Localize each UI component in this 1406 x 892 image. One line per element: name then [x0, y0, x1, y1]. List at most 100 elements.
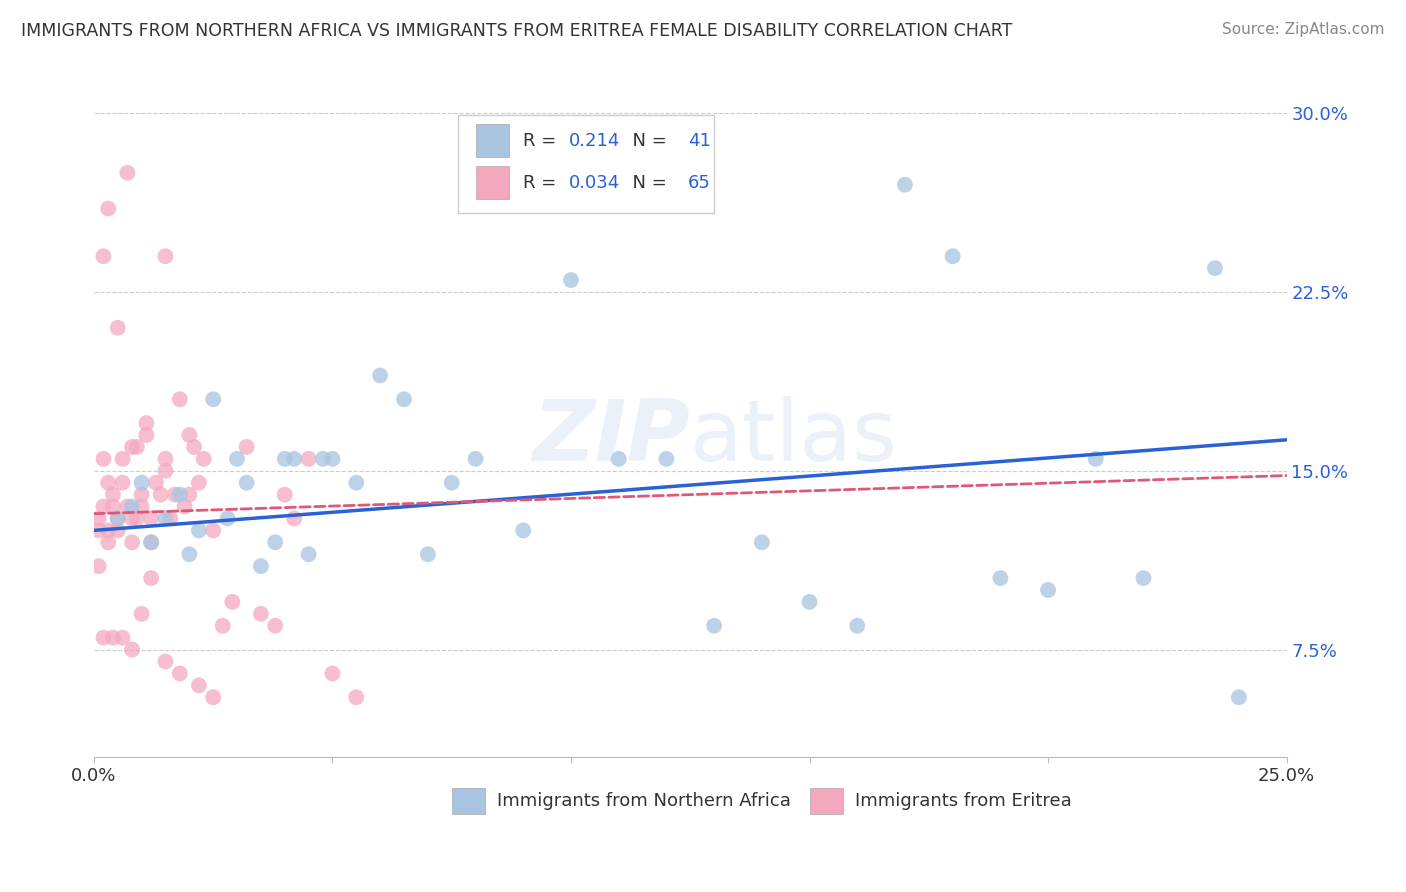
Point [125, 440, 148, 454]
Point [202, 524, 225, 538]
Text: atlas: atlas [690, 396, 898, 479]
Point [297, 547, 319, 561]
Point [703, 619, 725, 633]
Point [183, 440, 205, 454]
Point [235, 440, 257, 454]
Point [121, 642, 143, 657]
Point [179, 488, 201, 502]
Point [131, 500, 153, 514]
Point [93, 451, 115, 466]
Point [250, 559, 273, 574]
Point [283, 511, 305, 525]
Point [344, 690, 367, 705]
Point [97, 524, 120, 538]
Text: 65: 65 [688, 174, 711, 192]
Point [169, 666, 191, 681]
Point [87, 511, 110, 525]
Point [221, 595, 243, 609]
Point [312, 451, 335, 466]
Point [141, 535, 163, 549]
FancyBboxPatch shape [458, 115, 714, 213]
Point [111, 631, 134, 645]
Point [93, 631, 115, 645]
Point [217, 511, 239, 525]
Point [135, 428, 157, 442]
Point [173, 500, 195, 514]
Point [392, 392, 415, 407]
Point [274, 451, 297, 466]
Point [135, 416, 157, 430]
Text: N =: N = [621, 174, 672, 192]
Point [125, 511, 148, 525]
Text: Immigrants from Northern Africa: Immigrants from Northern Africa [498, 792, 792, 810]
Point [111, 451, 134, 466]
Point [560, 273, 582, 287]
Point [131, 607, 153, 621]
Point [211, 619, 233, 633]
Point [155, 464, 177, 478]
Point [169, 392, 191, 407]
Text: R =: R = [523, 132, 562, 150]
Point [107, 524, 129, 538]
Point [117, 166, 139, 180]
Bar [475, 124, 509, 157]
Point [159, 511, 181, 525]
Text: IMMIGRANTS FROM NORTHERN AFRICA VS IMMIGRANTS FROM ERITREA FEMALE DISABILITY COR: IMMIGRANTS FROM NORTHERN AFRICA VS IMMIG… [21, 22, 1012, 40]
Point [368, 368, 391, 383]
Point [155, 511, 177, 525]
Point [321, 451, 343, 466]
Point [751, 535, 773, 549]
Point [107, 511, 129, 525]
Point [1227, 690, 1250, 705]
Text: 0.034: 0.034 [568, 174, 620, 192]
Point [87, 559, 110, 574]
Point [121, 535, 143, 549]
Point [149, 488, 172, 502]
Point [101, 631, 124, 645]
Point [799, 595, 821, 609]
Point [97, 202, 120, 216]
Bar [451, 789, 485, 814]
Point [131, 475, 153, 490]
Point [464, 451, 486, 466]
Text: ZIP: ZIP [533, 396, 690, 479]
Text: 41: 41 [688, 132, 711, 150]
Point [141, 571, 163, 585]
Point [512, 524, 534, 538]
Point [321, 666, 343, 681]
Point [250, 607, 273, 621]
Point [155, 249, 177, 263]
Point [179, 428, 201, 442]
Point [607, 451, 630, 466]
Point [121, 511, 143, 525]
Text: 0.214: 0.214 [568, 132, 620, 150]
Point [202, 392, 225, 407]
Point [264, 535, 287, 549]
Point [169, 488, 191, 502]
Point [1084, 451, 1107, 466]
Point [297, 451, 319, 466]
Point [107, 320, 129, 334]
Text: R =: R = [523, 174, 562, 192]
Point [111, 475, 134, 490]
Point [101, 488, 124, 502]
Point [344, 475, 367, 490]
Bar [810, 789, 844, 814]
Point [283, 451, 305, 466]
Point [97, 475, 120, 490]
Point [235, 475, 257, 490]
Text: N =: N = [621, 132, 672, 150]
Point [101, 500, 124, 514]
Bar [475, 167, 509, 199]
Point [131, 488, 153, 502]
Point [988, 571, 1011, 585]
Point [1132, 571, 1154, 585]
Point [163, 488, 186, 502]
Point [107, 511, 129, 525]
Point [93, 249, 115, 263]
Point [187, 475, 209, 490]
Point [274, 488, 297, 502]
Point [179, 547, 201, 561]
Point [155, 451, 177, 466]
Text: Source: ZipAtlas.com: Source: ZipAtlas.com [1222, 22, 1385, 37]
